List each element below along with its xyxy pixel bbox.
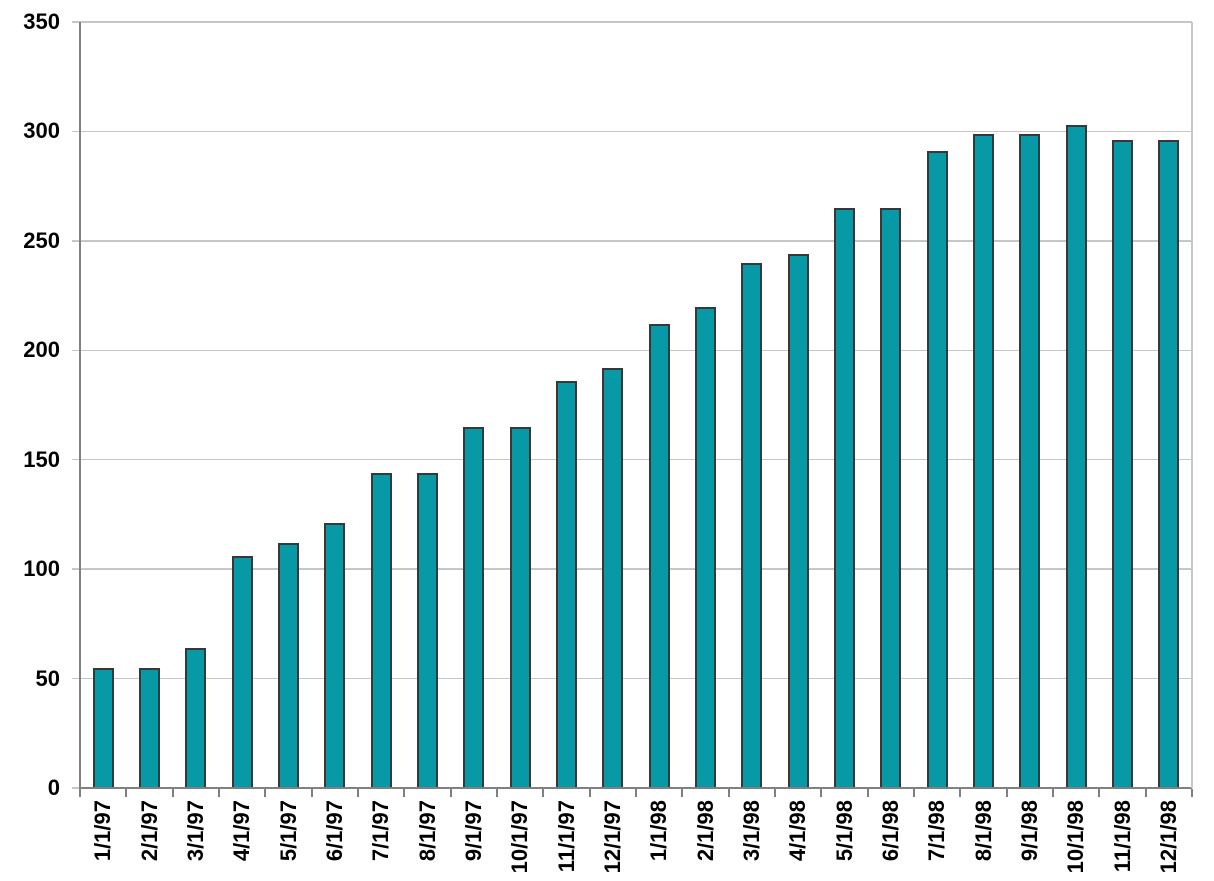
bar <box>370 473 392 788</box>
bar <box>231 556 253 788</box>
x-axis-line <box>78 786 1192 790</box>
x-axis-tick <box>449 789 452 797</box>
x-tick-label: 9/1/98 <box>1016 800 1042 862</box>
y-axis-tick <box>72 240 80 242</box>
x-tick-label: 6/1/97 <box>321 800 347 862</box>
y-tick-label: 100 <box>23 556 60 582</box>
y-axis-tick <box>72 21 80 23</box>
bar <box>556 381 577 788</box>
x-axis-tick <box>1098 789 1101 797</box>
x-axis-tick <box>125 789 128 797</box>
bar <box>92 668 114 788</box>
x-tick-label: 11/1/98 <box>1109 800 1135 873</box>
bar <box>509 427 531 788</box>
x-tick-label: 8/1/98 <box>970 800 996 862</box>
bar <box>278 543 299 788</box>
x-tick-label: 8/1/97 <box>414 800 440 862</box>
x-tick-label: 9/1/97 <box>460 800 486 862</box>
x-tick-label: 1/1/97 <box>90 800 116 862</box>
y-axis-tick <box>72 787 80 789</box>
bar <box>1158 140 1180 788</box>
x-tick-label: 3/1/97 <box>182 800 208 862</box>
gridline <box>80 349 1192 352</box>
x-tick-label: 5/1/98 <box>831 800 857 862</box>
x-tick-label: 3/1/98 <box>738 800 764 862</box>
x-tick-label: 12/1/97 <box>599 800 625 874</box>
bar <box>787 254 809 788</box>
bar <box>695 307 716 788</box>
gridline <box>80 568 1192 570</box>
y-tick-label: 350 <box>23 9 60 34</box>
bar <box>973 134 994 788</box>
x-tick-label: 10/1/98 <box>1063 800 1089 874</box>
bar <box>324 523 346 788</box>
x-axis-tick <box>1144 789 1147 797</box>
x-axis-tick <box>218 789 220 797</box>
x-tick-label: 1/1/98 <box>646 800 672 862</box>
x-axis-tick <box>496 789 498 797</box>
gridline <box>80 21 1192 23</box>
x-tick-label: 11/1/97 <box>553 800 579 873</box>
bar <box>1065 125 1087 788</box>
x-tick-label: 2/1/97 <box>136 800 162 862</box>
x-tick-label: 4/1/98 <box>785 800 811 862</box>
y-axis-tick <box>72 458 80 461</box>
x-axis-tick <box>403 789 406 797</box>
x-axis-tick <box>820 789 823 797</box>
x-axis-tick <box>171 789 174 797</box>
bar <box>185 648 207 788</box>
y-axis-tick <box>72 349 80 352</box>
bar <box>139 668 160 788</box>
bar <box>834 208 855 788</box>
gridline <box>80 240 1192 242</box>
x-axis-tick <box>1191 789 1193 797</box>
gridline <box>80 458 1192 461</box>
x-axis-tick <box>264 789 267 797</box>
x-tick-label: 2/1/98 <box>692 800 718 862</box>
x-tick-label: 10/1/97 <box>507 800 533 874</box>
y-tick-label: 50 <box>35 665 60 691</box>
x-axis-tick <box>774 789 776 797</box>
x-axis-tick <box>542 789 545 797</box>
x-axis-tick <box>959 789 962 797</box>
x-axis-tick <box>357 789 359 797</box>
y-tick-label: 300 <box>23 118 60 144</box>
y-tick-label: 0 <box>47 775 60 800</box>
bar <box>926 151 948 788</box>
x-tick-label: 7/1/98 <box>924 800 950 862</box>
x-axis-tick <box>913 789 915 797</box>
bar <box>880 208 902 788</box>
y-tick-label: 150 <box>23 446 60 472</box>
y-axis-tick <box>72 677 80 680</box>
bar <box>1019 134 1041 788</box>
y-tick-label: 250 <box>23 227 60 253</box>
bar <box>741 263 763 788</box>
x-tick-label: 5/1/97 <box>275 800 301 862</box>
y-axis-tick <box>72 130 80 133</box>
x-axis-tick <box>588 789 591 797</box>
y-axis-tick <box>72 568 80 570</box>
bar <box>648 324 670 788</box>
x-axis-tick <box>635 789 637 797</box>
x-tick-label: 4/1/97 <box>229 800 255 862</box>
plot-right-border <box>1191 22 1193 788</box>
gridline <box>80 130 1192 133</box>
x-axis-tick <box>681 789 684 797</box>
x-axis-tick <box>310 789 313 797</box>
x-tick-label: 7/1/97 <box>368 800 394 862</box>
x-axis-tick <box>1052 789 1054 797</box>
bar <box>417 473 438 788</box>
x-axis-tick <box>866 789 869 797</box>
x-axis-tick <box>1005 789 1008 797</box>
y-tick-label: 200 <box>23 337 60 363</box>
y-axis-line <box>78 22 82 797</box>
x-tick-label: 12/1/98 <box>1155 800 1181 874</box>
x-axis-tick <box>727 789 730 797</box>
gridline <box>80 677 1192 680</box>
bar <box>463 427 485 788</box>
bar <box>602 368 624 788</box>
bar <box>1112 140 1133 788</box>
x-tick-label: 6/1/98 <box>877 800 903 862</box>
